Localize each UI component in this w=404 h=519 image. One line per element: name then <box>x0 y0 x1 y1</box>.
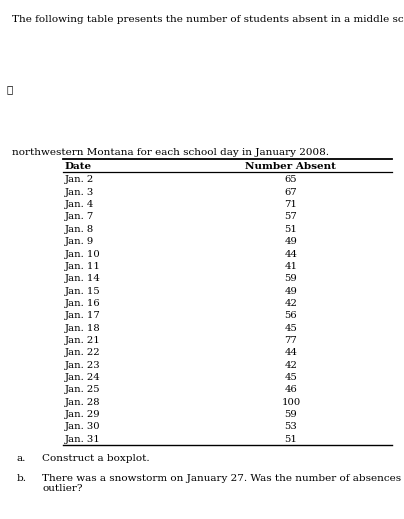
Text: 56: 56 <box>284 311 297 320</box>
Text: 44: 44 <box>284 348 297 358</box>
Text: Number Absent: Number Absent <box>246 162 336 171</box>
Text: 53: 53 <box>284 422 297 431</box>
Text: northwestern Montana for each school day in January 2008.: northwestern Montana for each school day… <box>12 148 329 157</box>
Text: Jan. 4: Jan. 4 <box>65 200 94 209</box>
Text: 71: 71 <box>284 200 297 209</box>
Text: 65: 65 <box>284 175 297 184</box>
Text: Jan. 30: Jan. 30 <box>65 422 100 431</box>
Text: Jan. 31: Jan. 31 <box>65 435 100 444</box>
Text: Jan. 9: Jan. 9 <box>65 237 94 246</box>
Text: ℓ: ℓ <box>6 86 13 94</box>
Text: Jan. 2: Jan. 2 <box>65 175 94 184</box>
Text: Jan. 23: Jan. 23 <box>65 361 100 370</box>
Text: Jan. 25: Jan. 25 <box>65 386 100 394</box>
Text: 49: 49 <box>284 286 297 296</box>
Text: Jan. 18: Jan. 18 <box>65 324 100 333</box>
Text: Jan. 21: Jan. 21 <box>65 336 100 345</box>
Text: Jan. 22: Jan. 22 <box>65 348 100 358</box>
Text: The following table presents the number of students absent in a middle school in: The following table presents the number … <box>12 15 404 23</box>
Text: 77: 77 <box>284 336 297 345</box>
Text: Jan. 10: Jan. 10 <box>65 250 100 258</box>
Text: Jan. 3: Jan. 3 <box>65 188 94 197</box>
Text: 51: 51 <box>284 435 297 444</box>
Text: 67: 67 <box>284 188 297 197</box>
Text: There was a snowstorm on January 27. Was the number of absences the next day an
: There was a snowstorm on January 27. Was… <box>42 474 404 493</box>
Text: 44: 44 <box>284 250 297 258</box>
Text: Jan. 28: Jan. 28 <box>65 398 100 407</box>
Text: 59: 59 <box>284 274 297 283</box>
Text: Jan. 17: Jan. 17 <box>65 311 100 320</box>
Text: 49: 49 <box>284 237 297 246</box>
Text: Jan. 14: Jan. 14 <box>65 274 101 283</box>
Text: Jan. 11: Jan. 11 <box>65 262 101 271</box>
Text: 59: 59 <box>284 410 297 419</box>
Text: Jan. 16: Jan. 16 <box>65 299 100 308</box>
Text: 42: 42 <box>284 299 297 308</box>
Text: 100: 100 <box>281 398 301 407</box>
Text: 57: 57 <box>284 212 297 222</box>
Text: Construct a boxplot.: Construct a boxplot. <box>42 454 150 463</box>
Text: Date: Date <box>65 162 92 171</box>
Text: 46: 46 <box>284 386 297 394</box>
Text: 45: 45 <box>284 324 297 333</box>
Text: 51: 51 <box>284 225 297 234</box>
Text: 41: 41 <box>284 262 297 271</box>
Text: b.: b. <box>16 474 26 483</box>
Text: 45: 45 <box>284 373 297 382</box>
Text: Jan. 7: Jan. 7 <box>65 212 94 222</box>
Text: Jan. 29: Jan. 29 <box>65 410 100 419</box>
Text: 42: 42 <box>284 361 297 370</box>
Text: Jan. 15: Jan. 15 <box>65 286 100 296</box>
Text: Jan. 24: Jan. 24 <box>65 373 100 382</box>
Text: Jan. 8: Jan. 8 <box>65 225 94 234</box>
Text: a.: a. <box>16 454 25 463</box>
